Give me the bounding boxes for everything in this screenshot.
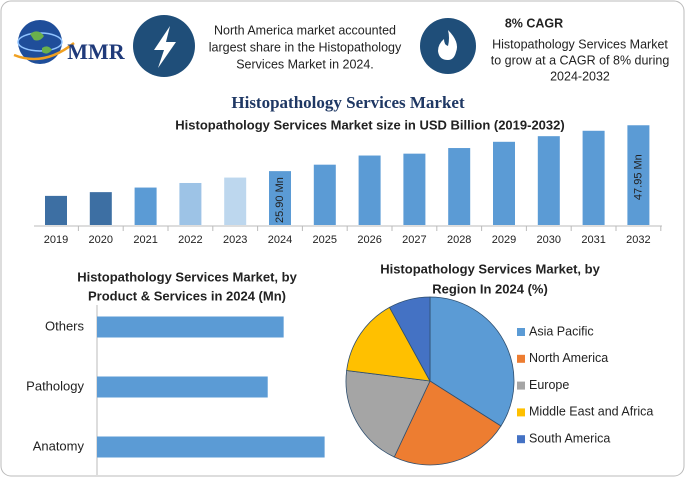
pie-slice [345,370,431,458]
bar [224,177,247,225]
bar [448,148,471,225]
legend-label: South America [529,431,610,445]
value-label: 47.95 Mn [632,154,644,200]
chart-title: Region In 2024 (%) [432,281,548,296]
x-tick-label: 2022 [178,234,202,246]
legend-label: North America [529,351,608,365]
pie-slice [346,306,431,382]
legend-swatch [517,435,525,444]
x-tick-label: 2026 [357,234,381,246]
x-tick-label: 2032 [626,234,650,246]
legend-swatch [517,354,525,363]
x-tick-label: 2024 [268,234,292,246]
cagr-line: to grow at a CAGR of 8% during [491,53,670,67]
note-line: North America market accounted [214,23,396,37]
flame [438,30,457,60]
legend-swatch [517,328,525,336]
bar [493,141,515,225]
x-tick-label: 2021 [133,234,157,246]
y-tick-label: Others [45,318,85,333]
x-tick-label: 2025 [313,234,337,246]
bar [627,125,650,225]
x-tick-label: 2019 [44,234,68,246]
pie-slice [393,380,502,466]
logo-text: MMR [67,39,126,64]
value-label: 25.90 Mn [274,177,286,223]
y-tick-label: Anatomy [33,438,85,453]
y-tick-label: Pathology [26,378,84,393]
pie-slice [388,296,431,382]
bar [97,436,325,458]
chart-title: Histopathology Services Market, by [77,269,297,284]
bar [537,136,560,225]
cagr-line: Histopathology Services Market [492,37,668,51]
note-line: largest share in the Histopathology [209,40,402,54]
bar [97,316,284,338]
bar [45,195,67,225]
bar [403,153,426,225]
bar [179,182,202,225]
chart-title: Histopathology Services Market size in U… [175,117,564,132]
bar [134,187,157,225]
x-tick-label: 2027 [402,234,426,246]
legend-label: Europe [529,378,569,392]
cagr-line: 2024-2032 [550,69,610,83]
bar [97,376,268,398]
x-tick-label: 2028 [447,234,471,246]
logo [13,20,75,64]
main-title: Histopathology Services Market [231,93,465,112]
x-tick-label: 2030 [537,234,561,246]
note-line: Services Market in 2024. [236,57,374,71]
bar [358,155,381,225]
x-tick-label: 2029 [492,234,516,246]
x-tick-label: 2031 [581,234,605,246]
chart-title: Product & Services in 2024 (Mn) [88,288,286,303]
x-tick-label: 2020 [89,234,113,246]
legend-label: Middle East and Africa [529,405,653,419]
legend-swatch [517,381,525,390]
cagr-title: 8% CAGR [505,16,563,30]
bar [89,192,112,225]
bar [269,171,291,225]
legend-swatch [517,408,525,417]
bar [582,130,605,225]
bar [313,164,336,225]
lightning [154,26,176,68]
legend-label: Asia Pacific [529,324,594,338]
pie-slice [429,296,515,427]
chart-title: Histopathology Services Market, by [380,261,600,276]
x-tick-label: 2023 [223,234,247,246]
